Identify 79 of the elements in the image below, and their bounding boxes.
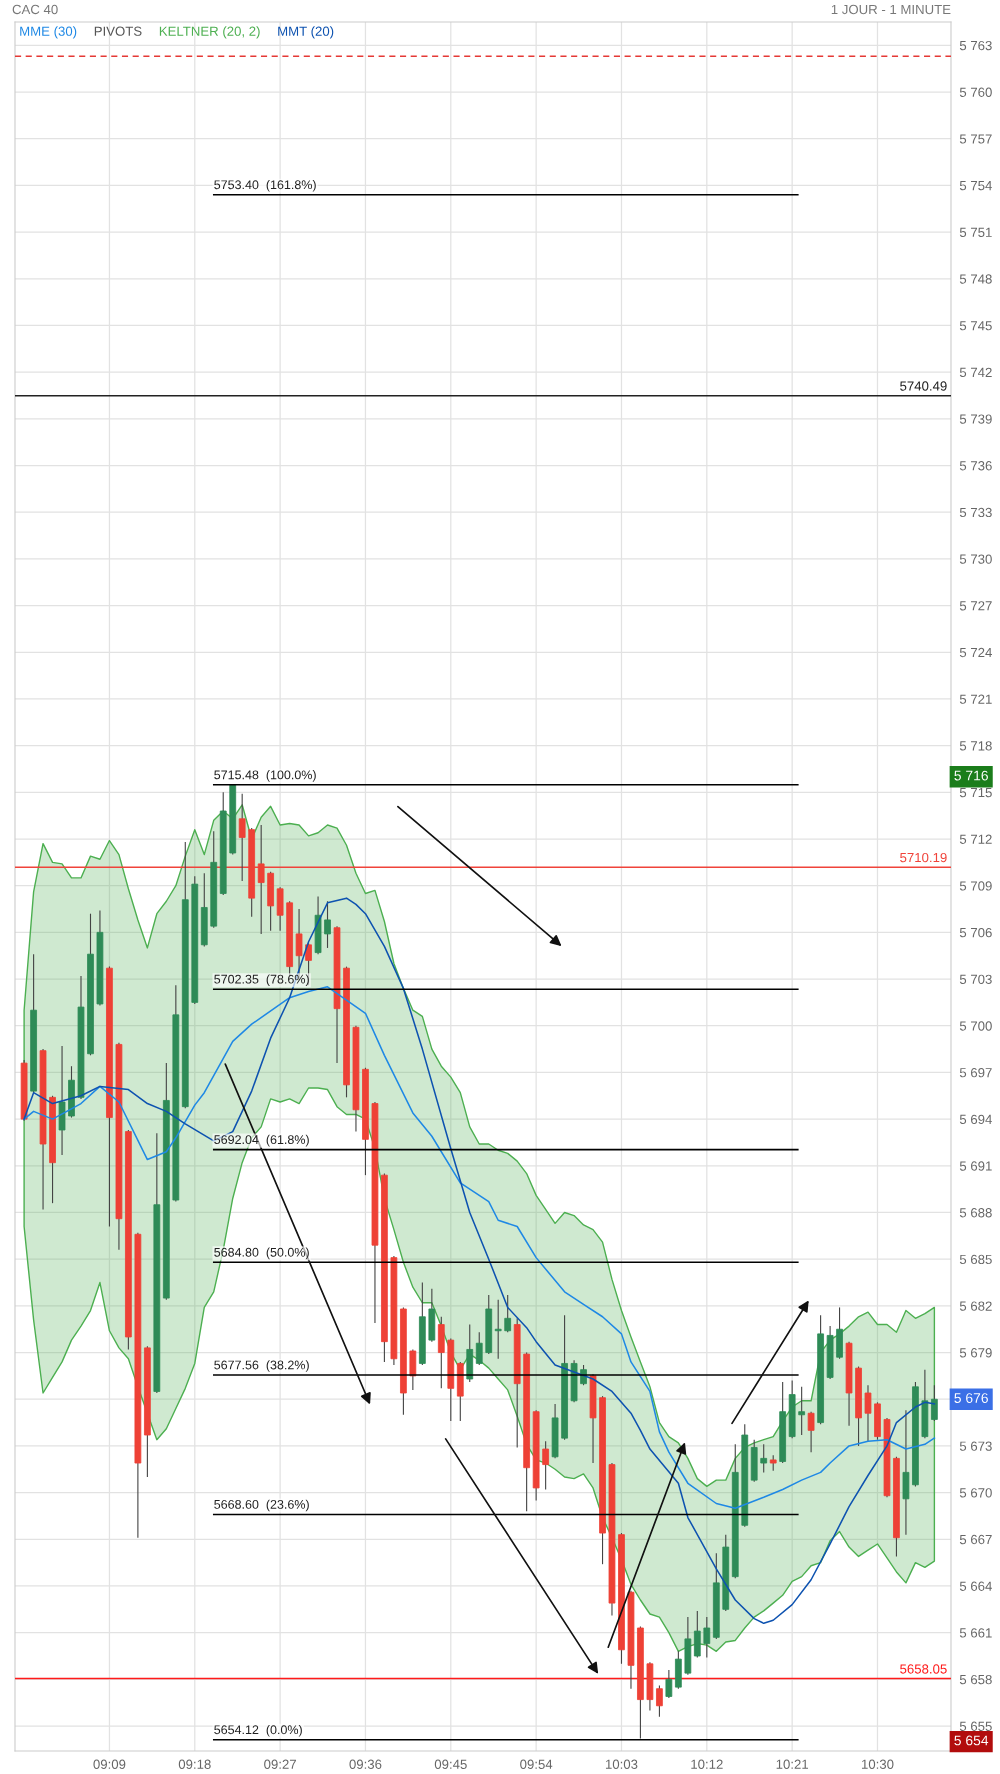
y-tick-label: 5 718	[959, 741, 992, 751]
y-tick-label: 5 679	[959, 1348, 992, 1358]
x-tick-label: 10:03	[605, 1759, 638, 1769]
y-tick-label: 5 736	[959, 461, 992, 471]
y-tick-label: 5 655	[959, 1721, 992, 1731]
chart-subtitle: 1 JOUR - 1 MINUTE	[831, 4, 951, 15]
candlestick	[703, 1616, 711, 1659]
y-tick-label: 5 745	[959, 321, 992, 331]
ref-line-label: 5658.05	[900, 1664, 947, 1674]
y-tick-label: 5 670	[959, 1488, 992, 1498]
annotation: 5677.56 (38.2%)	[214, 1360, 309, 1372]
x-tick-label: 10:12	[691, 1759, 723, 1769]
candlestick	[494, 1299, 502, 1360]
y-tick-label: 5 685	[959, 1254, 992, 1265]
x-tick-label: 09:18	[178, 1759, 211, 1769]
annotation: 5 716	[954, 770, 988, 781]
x-tick-label: 10:21	[776, 1759, 809, 1769]
candlestick	[864, 1384, 872, 1442]
ref-line-label: 5740.49	[900, 381, 947, 391]
candlestick	[475, 1331, 483, 1366]
y-tick-label: 5 691	[959, 1161, 992, 1171]
y-tick-label: 5 724	[959, 647, 992, 658]
candlestick	[807, 1411, 815, 1453]
y-tick-label: 5 715	[959, 788, 992, 798]
x-tick-label: 09:54	[520, 1759, 553, 1769]
candlestick	[504, 1294, 512, 1333]
y-tick-label: 5 661	[959, 1628, 992, 1638]
annotation: 5684.80 (50.0%)	[214, 1247, 309, 1260]
annotation: 5692.04 (61.8%)	[214, 1134, 309, 1147]
y-tick-label: 5 757	[959, 134, 992, 144]
y-tick-label: 5 727	[959, 601, 992, 611]
y-tick-label: 5 748	[959, 274, 992, 284]
y-tick-label: 5 658	[959, 1674, 992, 1685]
annotation: 5654.12 (0.0%)	[214, 1724, 302, 1737]
x-tick-label: 09:45	[434, 1759, 467, 1769]
y-tick-label: 5 688	[959, 1208, 992, 1218]
candlestick	[656, 1685, 663, 1718]
y-tick-label: 5 673	[959, 1441, 992, 1451]
candlestick	[542, 1440, 550, 1491]
annotation: 5702.35 (78.6%)	[214, 974, 309, 987]
y-tick-label: 5 682	[959, 1301, 992, 1311]
y-tick-label: 5 730	[959, 554, 992, 564]
annotation: 5 676	[954, 1393, 988, 1403]
chart-title: CAC 40	[12, 4, 58, 15]
y-tick-label: 5 742	[959, 367, 992, 378]
y-tick-label: 5 667	[959, 1534, 992, 1545]
y-tick-label: 5 739	[959, 414, 992, 424]
y-tick-label: 5 721	[959, 694, 992, 704]
annotation: PIVOTS	[94, 26, 142, 36]
y-tick-label: 5 754	[959, 181, 992, 191]
y-tick-label: 5 712	[959, 834, 992, 844]
candlestick	[931, 1384, 938, 1422]
x-tick-label: 09:27	[264, 1759, 296, 1769]
y-tick-label: 5 709	[959, 881, 992, 891]
y-tick-label: 5 703	[959, 974, 992, 984]
y-tick-label: 5 664	[959, 1581, 992, 1591]
candlestick	[665, 1669, 673, 1699]
x-tick-label: 09:36	[349, 1759, 382, 1769]
candlestick	[324, 900, 331, 949]
y-tick-label: 5 700	[959, 1021, 992, 1031]
x-tick-label: 09:09	[93, 1759, 126, 1769]
y-tick-label: 5 751	[959, 227, 992, 237]
annotation: 5753.40 (161.8%)	[214, 179, 316, 192]
legend-label: KELTNER (20, 2)	[159, 26, 260, 39]
y-tick-label: 5 706	[959, 927, 992, 938]
annotation: 5668.60 (23.6%)	[214, 1499, 309, 1512]
candlestick	[760, 1443, 768, 1473]
x-tick-label: 10:30	[861, 1759, 894, 1769]
candlestick	[798, 1386, 806, 1436]
text: MME (30)	[20, 26, 77, 39]
y-tick-label: 5 763	[959, 40, 992, 51]
y-tick-label: 5 760	[959, 87, 992, 97]
y-tick-label: 5 697	[959, 1068, 992, 1078]
y-tick-label: 5 733	[959, 507, 992, 518]
y-tick-label: 5 694	[959, 1114, 992, 1125]
annotation: 5715.48 (100.0%)	[214, 770, 316, 782]
annotation: 5 654	[954, 1735, 989, 1746]
ref-line-label: 5710.19	[900, 852, 947, 863]
text: MMT (20)	[278, 26, 334, 39]
